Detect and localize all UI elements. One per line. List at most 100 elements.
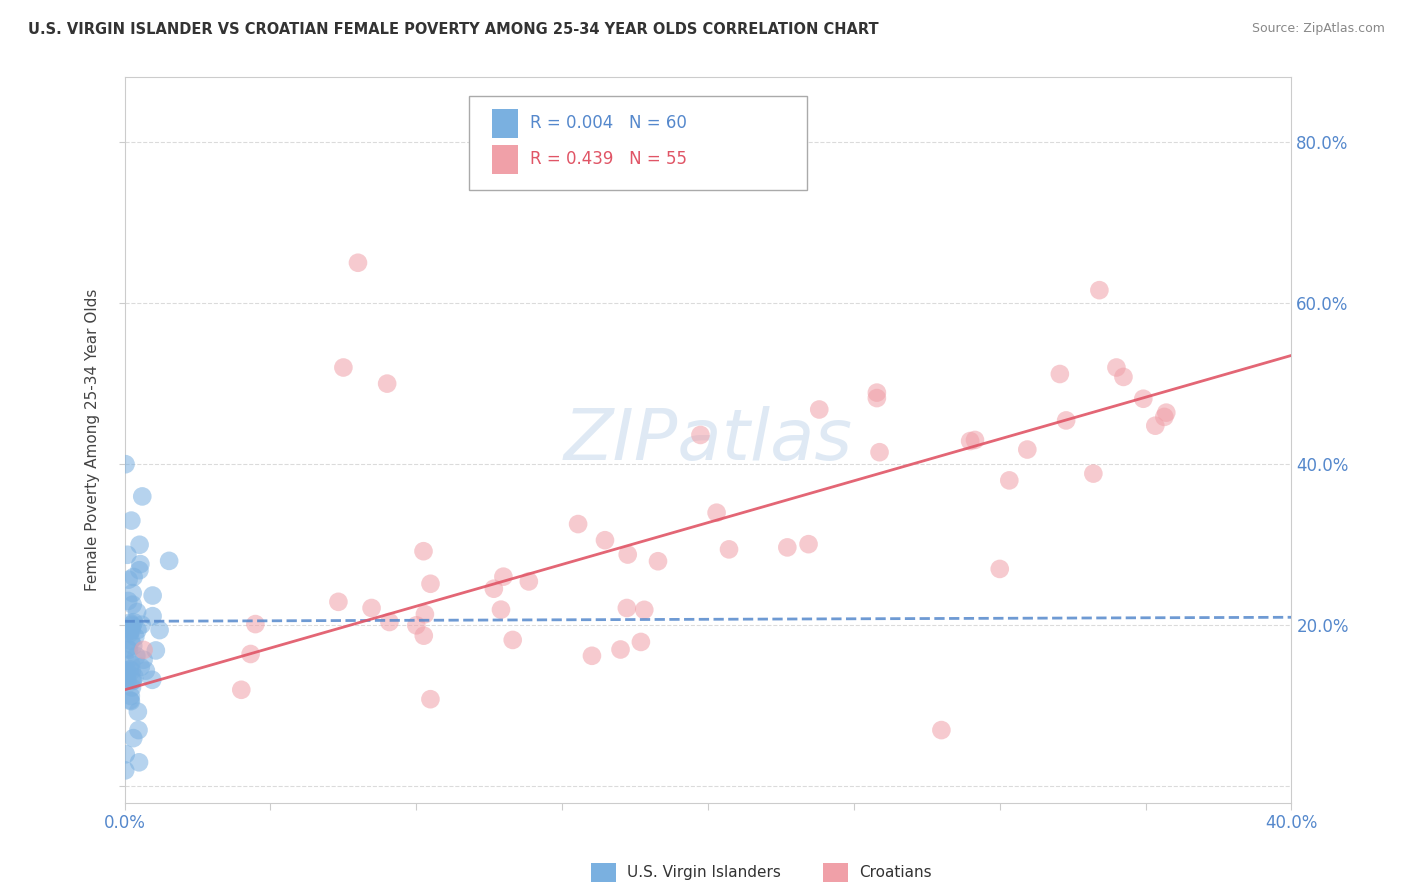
Point <box>120 514 142 528</box>
Point <box>124 630 146 644</box>
Point <box>808 402 831 417</box>
Point <box>609 642 631 657</box>
Point <box>118 624 141 638</box>
Point <box>647 554 669 568</box>
Point <box>718 542 741 557</box>
Point <box>360 601 382 615</box>
Point <box>245 617 267 632</box>
Point <box>347 256 370 270</box>
Point <box>121 674 143 689</box>
Point <box>115 670 138 684</box>
Point <box>120 633 142 648</box>
Point <box>118 626 141 640</box>
Point <box>121 681 143 695</box>
Point <box>127 605 149 619</box>
Point <box>124 670 146 684</box>
Point <box>419 576 441 591</box>
Point <box>959 434 981 448</box>
FancyBboxPatch shape <box>492 109 517 137</box>
Point <box>132 653 155 667</box>
Point <box>616 601 638 615</box>
FancyBboxPatch shape <box>492 145 517 174</box>
Point <box>581 648 603 663</box>
Point <box>122 731 145 746</box>
Text: R = 0.004   N = 60: R = 0.004 N = 60 <box>530 114 686 132</box>
Point <box>1017 442 1039 457</box>
Point <box>128 538 150 552</box>
Point <box>412 544 434 558</box>
Point <box>998 474 1021 488</box>
Point <box>145 643 167 657</box>
Point <box>689 428 711 442</box>
Point <box>866 391 889 405</box>
Point <box>502 632 524 647</box>
Point <box>115 664 138 678</box>
Point <box>988 562 1011 576</box>
Point <box>122 639 145 653</box>
Point <box>125 648 148 663</box>
Point <box>1156 406 1178 420</box>
Point <box>114 764 136 778</box>
Point <box>114 665 136 679</box>
FancyBboxPatch shape <box>468 95 807 190</box>
Point <box>114 457 136 471</box>
Point <box>1144 418 1167 433</box>
Text: U.S. Virgin Islanders: U.S. Virgin Islanders <box>627 865 780 880</box>
Point <box>517 574 540 589</box>
Point <box>122 615 145 630</box>
Point <box>127 623 149 637</box>
Point <box>132 643 155 657</box>
Point <box>122 673 145 688</box>
Y-axis label: Female Poverty Among 25-34 Year Olds: Female Poverty Among 25-34 Year Olds <box>86 289 100 591</box>
Point <box>776 541 799 555</box>
Point <box>121 598 143 612</box>
Point <box>378 615 401 629</box>
Point <box>1049 367 1071 381</box>
Text: Croatians: Croatians <box>859 865 932 880</box>
Point <box>332 360 354 375</box>
Point <box>489 602 512 616</box>
Point <box>122 570 145 584</box>
Point <box>593 533 616 548</box>
Point <box>128 723 150 737</box>
Point <box>412 629 434 643</box>
Point <box>121 664 143 678</box>
Point <box>117 548 139 562</box>
Point <box>131 490 153 504</box>
Point <box>118 642 141 657</box>
Point <box>1153 409 1175 424</box>
Point <box>1088 283 1111 297</box>
Point <box>706 506 728 520</box>
Point <box>114 664 136 678</box>
Point <box>797 537 820 551</box>
Point <box>120 693 142 707</box>
Point <box>413 607 436 622</box>
Point <box>157 554 180 568</box>
Point <box>375 376 398 391</box>
Text: R = 0.439   N = 55: R = 0.439 N = 55 <box>530 151 686 169</box>
Text: Source: ZipAtlas.com: Source: ZipAtlas.com <box>1251 22 1385 36</box>
Point <box>1105 360 1128 375</box>
Point <box>328 595 350 609</box>
Point <box>931 723 953 737</box>
Point <box>633 603 655 617</box>
Point <box>128 756 150 770</box>
Point <box>120 694 142 708</box>
Point <box>1132 392 1154 406</box>
Point <box>141 673 163 687</box>
Point <box>121 624 143 638</box>
Point <box>114 747 136 762</box>
Point <box>117 673 139 688</box>
Point <box>1112 370 1135 384</box>
Point <box>128 563 150 577</box>
Point <box>121 617 143 632</box>
Point <box>231 682 253 697</box>
Point <box>567 517 589 532</box>
Point <box>869 445 891 459</box>
Point <box>120 689 142 703</box>
Point <box>117 573 139 587</box>
Point <box>239 647 262 661</box>
Point <box>630 635 652 649</box>
Point <box>616 548 638 562</box>
Point <box>127 705 149 719</box>
